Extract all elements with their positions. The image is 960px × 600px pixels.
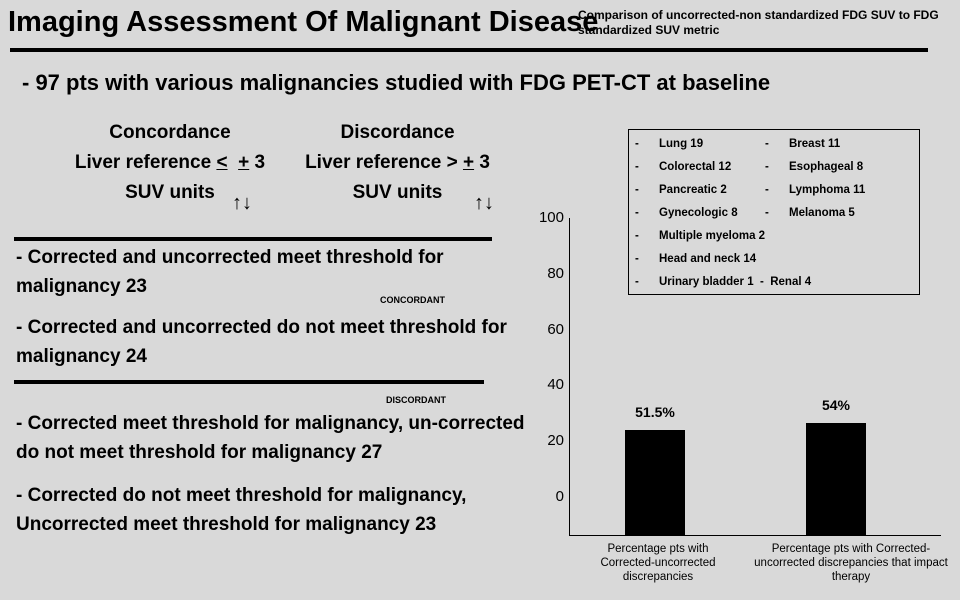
concordance-header: Concordance Liver reference < + 3 SUV un…	[60, 118, 280, 208]
discordance-criterion: Liver reference > + 3	[305, 152, 490, 173]
statement-both-meet: - Corrected and uncorrected meet thresho…	[16, 247, 444, 297]
concordance-up-down-arrows: ↑↓	[232, 192, 252, 214]
concordance-title: Concordance	[109, 122, 231, 143]
x-category-label: Percentage pts with Corrected-uncorrecte…	[600, 543, 716, 583]
malignancy-renal: Renal 4	[770, 276, 812, 288]
y-tick-label: 80	[547, 264, 564, 282]
discordance-up-down-arrows: ↑↓	[474, 192, 494, 214]
y-axis-line	[569, 218, 570, 536]
page-title: Imaging Assessment Of Malignant Disease	[8, 6, 599, 38]
malignancy-multiple-myeloma: Multiple myeloma 2	[659, 230, 766, 242]
malignancy-lymphoma: Lymphoma 11	[789, 184, 866, 196]
study-headline: - 97 pts with various malignancies studi…	[22, 70, 771, 95]
malignancy-melanoma: Melanoma 5	[789, 207, 855, 219]
statement-uncorrected-meet: - Corrected do not meet threshold for ma…	[16, 485, 467, 535]
concordance-divider	[14, 237, 492, 241]
malignancy-urinary-bladder: Urinary bladder 1	[659, 276, 754, 288]
x-category-label: Percentage pts with Corrected-uncorrecte…	[754, 543, 948, 583]
page-subtitle: Comparison of uncorrected-non standardiz…	[578, 8, 939, 37]
y-tick-label: 40	[547, 376, 564, 394]
discordance-divider	[14, 380, 484, 384]
bar	[625, 430, 685, 535]
discordance-header: Discordance Liver reference > + 3 SUV un…	[290, 118, 505, 208]
malignancy-breast: Breast 11	[789, 138, 841, 150]
bar-data-label: 51.5%	[635, 404, 675, 421]
malignancy-colorectal: Colorectal 12	[659, 161, 732, 173]
x-axis-line	[569, 535, 941, 536]
statement-corrected-meet: - Corrected meet threshold for malignanc…	[16, 413, 525, 463]
malignancy-gynecologic: Gynecologic 8	[659, 207, 738, 219]
bar-data-label: 54%	[821, 397, 851, 414]
top-divider	[10, 48, 928, 52]
malignancy-pancreatic: Pancreatic 2	[659, 184, 727, 196]
concordant-tag: CONCORDANT	[380, 295, 445, 305]
malignancy-head-neck: Head and neck 14	[659, 253, 757, 265]
malignancy-esophageal: Esophageal 8	[789, 161, 864, 173]
malignancy-breakdown-box: - Lung 19 - Breast 11 - Colorectal 12 - Esop…	[628, 129, 920, 295]
malignancy-lung: Lung 19	[659, 138, 704, 150]
concordance-units: SUV units	[125, 182, 215, 203]
discordance-units: SUV units	[352, 182, 443, 203]
bar	[806, 423, 866, 535]
discordance-title: Discordance	[340, 122, 455, 143]
concordance-criterion: Liver reference < + 3	[74, 152, 266, 173]
y-tick-label: 100	[538, 209, 564, 226]
statement-both-not-meet: - Corrected and uncorrected do not meet …	[16, 317, 507, 367]
discordant-tag: DISCORDANT	[386, 395, 446, 405]
